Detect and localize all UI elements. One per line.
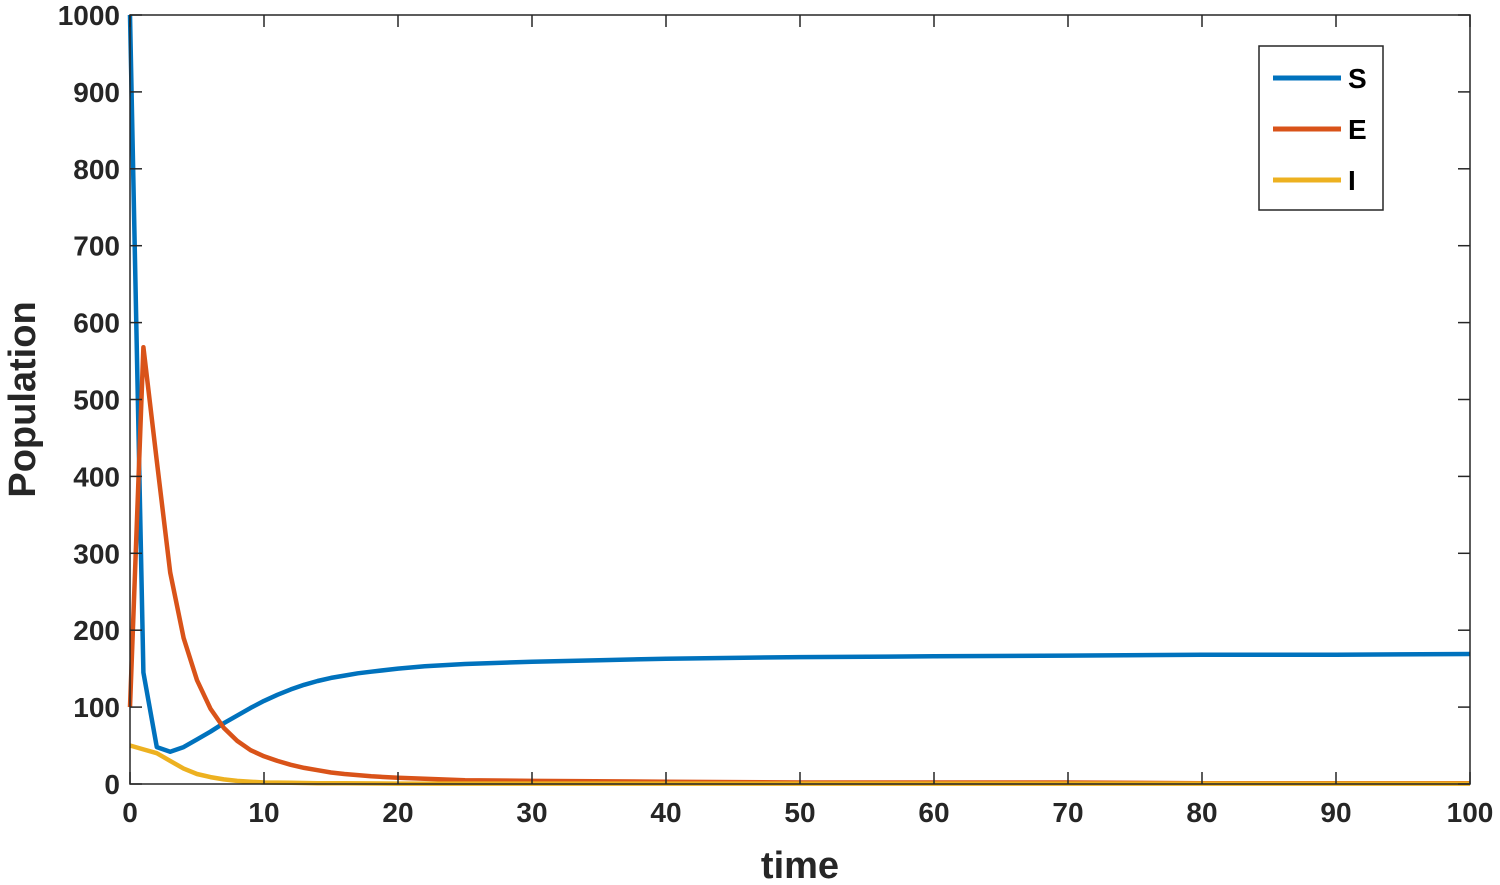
y-tick-label: 1000 (58, 0, 120, 31)
y-axis-label: Population (2, 301, 44, 497)
x-tick-label: 0 (122, 797, 138, 828)
y-tick-label: 700 (73, 231, 120, 262)
y-tick-label: 200 (73, 615, 120, 646)
y-tick-label: 300 (73, 538, 120, 569)
x-tick-label: 20 (382, 797, 413, 828)
x-tick-label: 60 (918, 797, 949, 828)
y-tick-label: 600 (73, 308, 120, 339)
x-axis-label: time (761, 845, 839, 885)
y-tick-label: 500 (73, 385, 120, 416)
x-tick-label: 80 (1186, 797, 1217, 828)
legend: SEI (1258, 45, 1384, 211)
x-tick-label: 10 (248, 797, 279, 828)
legend-label: I (1348, 165, 1356, 196)
legend-label: S (1348, 63, 1367, 94)
y-tick-label: 800 (73, 154, 120, 185)
x-tick-label: 50 (784, 797, 815, 828)
series-line-S (127, 14, 1471, 754)
x-axis: 0 10 20 30 40 50 60 70 80 90 100 (122, 15, 1493, 828)
y-axis: 0 100 200 300 400 500 600 700 800 900 1000 (58, 0, 1470, 800)
x-tick-label: 90 (1320, 797, 1351, 828)
y-tick-label: 400 (73, 461, 120, 492)
y-tick-label: 900 (73, 77, 120, 108)
y-tick-label: 100 (73, 692, 120, 723)
x-tick-label: 30 (516, 797, 547, 828)
x-tick-label: 100 (1447, 797, 1494, 828)
legend-label: E (1348, 114, 1367, 145)
y-tick-label: 0 (104, 769, 120, 800)
x-tick-label: 40 (650, 797, 681, 828)
x-tick-label: 70 (1052, 797, 1083, 828)
